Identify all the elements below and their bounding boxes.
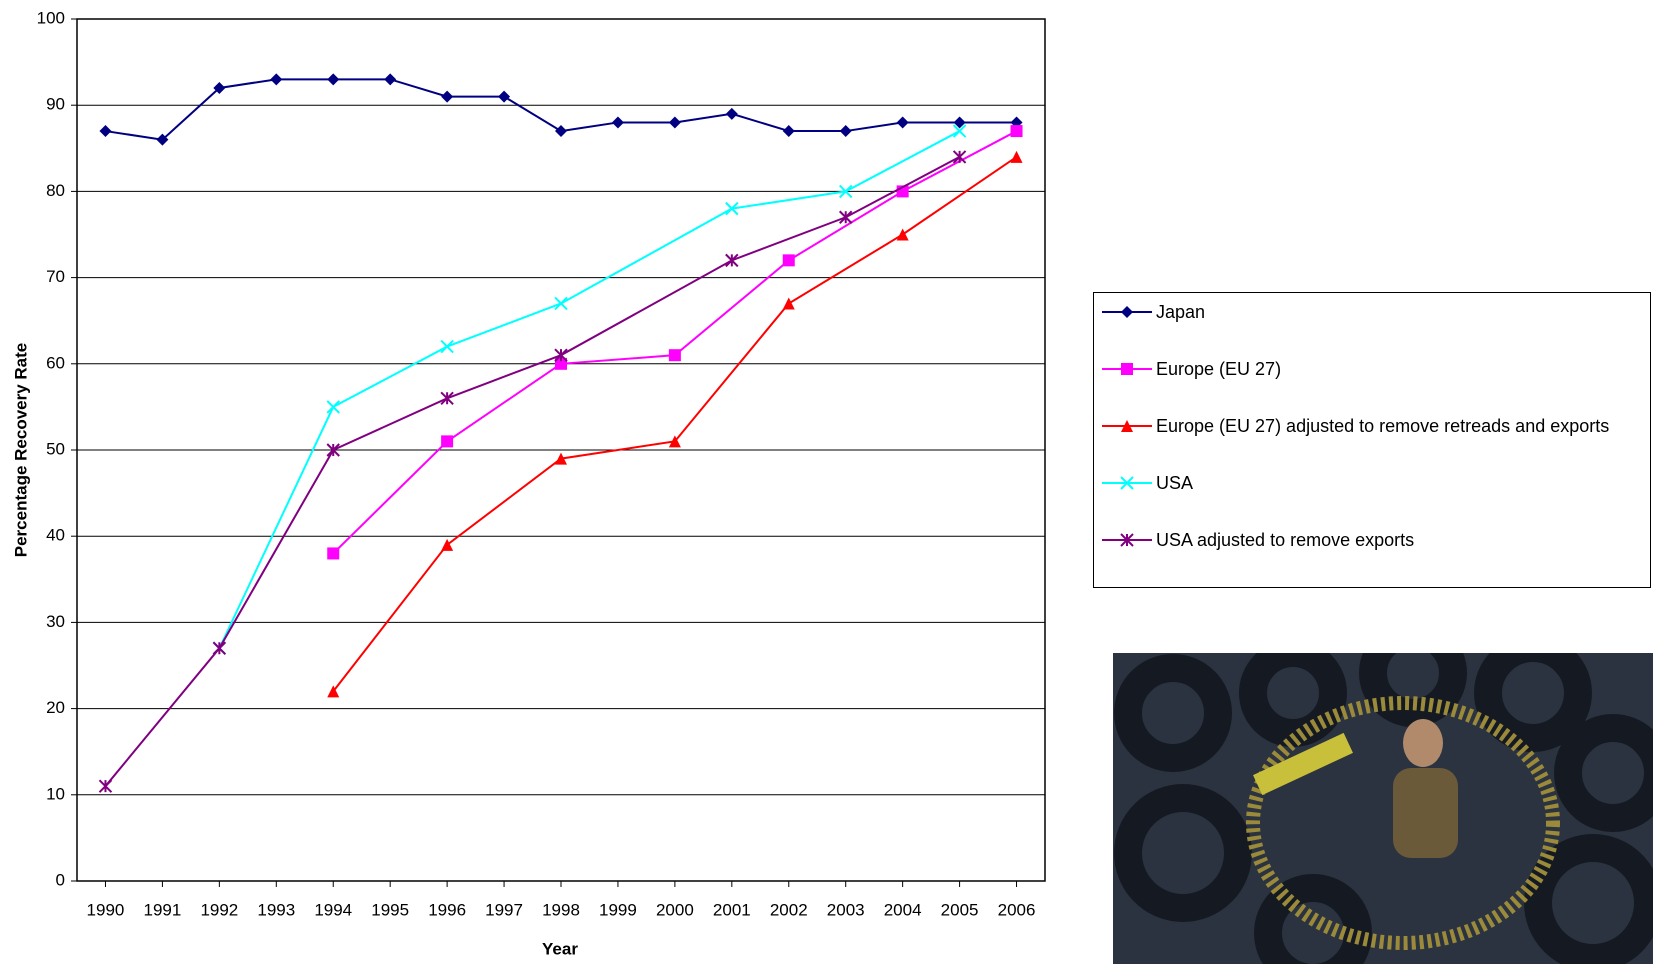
- marker: [840, 125, 852, 137]
- legend-icon: [1102, 303, 1152, 321]
- y-tick-label: 90: [46, 95, 65, 114]
- y-tick-label: 50: [46, 439, 65, 458]
- y-tick-label: 10: [46, 784, 65, 803]
- marker: [441, 435, 453, 447]
- x-tick-label: 2001: [713, 900, 751, 919]
- marker: [840, 211, 852, 223]
- y-axis-title: Percentage Recovery Rate: [11, 343, 30, 558]
- x-tick-label: 1999: [599, 900, 637, 919]
- marker: [1121, 363, 1133, 375]
- legend-item: USA adjusted to remove exports: [1102, 529, 1642, 586]
- legend-item: Europe (EU 27): [1102, 358, 1642, 415]
- y-tick-label: 20: [46, 698, 65, 717]
- legend-label: USA: [1156, 472, 1193, 494]
- y-tick-label: 100: [37, 8, 65, 27]
- x-tick-label: 1993: [257, 900, 295, 919]
- series-line: [333, 157, 1016, 691]
- series-line: [105, 157, 959, 786]
- marker: [783, 254, 795, 266]
- marker: [327, 73, 339, 85]
- marker: [213, 642, 225, 654]
- x-tick-label: 2006: [998, 900, 1036, 919]
- legend: Japan Europe (EU 27) Europe (EU 27) adjust…: [1093, 292, 1651, 588]
- legend-label: Japan: [1156, 301, 1205, 323]
- marker: [1121, 306, 1133, 318]
- x-tick-label: 1992: [200, 900, 238, 919]
- y-tick-label: 70: [46, 267, 65, 286]
- x-tick-label: 1991: [143, 900, 181, 919]
- series: [327, 125, 1022, 559]
- marker: [99, 125, 111, 137]
- marker: [441, 91, 453, 103]
- x-tick-label: 1990: [87, 900, 125, 919]
- marker: [1011, 125, 1023, 137]
- marker: [498, 91, 510, 103]
- marker: [555, 349, 567, 361]
- person-head: [1403, 719, 1443, 767]
- marker: [555, 125, 567, 137]
- marker: [441, 392, 453, 404]
- legend-item: Japan: [1102, 301, 1642, 358]
- series: [99, 151, 965, 792]
- x-tick-label: 2005: [941, 900, 979, 919]
- marker: [1011, 151, 1023, 163]
- legend-icon: [1102, 417, 1152, 435]
- marker: [327, 401, 339, 413]
- x-tick-label: 2002: [770, 900, 808, 919]
- legend-label: Europe (EU 27): [1156, 358, 1281, 380]
- x-axis-title: Year: [542, 939, 578, 958]
- photo: [1113, 653, 1653, 964]
- marker: [726, 254, 738, 266]
- y-tick-label: 0: [56, 870, 65, 889]
- legend-item: Europe (EU 27) adjusted to remove retrea…: [1102, 415, 1642, 472]
- person-body: [1393, 768, 1458, 858]
- marker: [783, 297, 795, 309]
- y-tick-label: 60: [46, 353, 65, 372]
- x-tick-label: 2000: [656, 900, 694, 919]
- x-tick-label: 1998: [542, 900, 580, 919]
- legend-icon: [1102, 360, 1152, 378]
- legend-icon: [1102, 531, 1152, 549]
- series-line: [219, 131, 959, 648]
- x-tick-label: 2004: [884, 900, 922, 919]
- x-tick-label: 1996: [428, 900, 466, 919]
- series: [99, 73, 1022, 145]
- marker: [897, 229, 909, 241]
- marker: [555, 297, 567, 309]
- x-tick-label: 1997: [485, 900, 523, 919]
- x-tick-label: 1995: [371, 900, 409, 919]
- y-tick-label: 30: [46, 612, 65, 631]
- x-tick-label: 1994: [314, 900, 352, 919]
- marker: [669, 116, 681, 128]
- x-tick-label: 2003: [827, 900, 865, 919]
- marker: [897, 116, 909, 128]
- marker: [327, 547, 339, 559]
- marker: [669, 349, 681, 361]
- marker: [726, 108, 738, 120]
- legend-label: Europe (EU 27) adjusted to remove retrea…: [1156, 415, 1609, 437]
- y-tick-label: 80: [46, 181, 65, 200]
- page: Year Percentage Recovery Rate 0 10 20 30 40 5…: [0, 0, 1655, 964]
- series: [213, 125, 965, 654]
- marker: [441, 341, 453, 353]
- legend-item: USA: [1102, 472, 1642, 529]
- series-line: [333, 131, 1016, 553]
- y-tick-label: 40: [46, 526, 65, 545]
- legend-label: USA adjusted to remove exports: [1156, 529, 1414, 551]
- marker: [783, 125, 795, 137]
- chart: Year Percentage Recovery Rate 0 10 20 30 40 5…: [0, 0, 1080, 964]
- marker: [270, 73, 282, 85]
- legend-icon: [1102, 474, 1152, 492]
- marker: [384, 73, 396, 85]
- marker: [612, 116, 624, 128]
- marker: [954, 151, 966, 163]
- marker: [99, 780, 111, 792]
- series: [327, 151, 1022, 697]
